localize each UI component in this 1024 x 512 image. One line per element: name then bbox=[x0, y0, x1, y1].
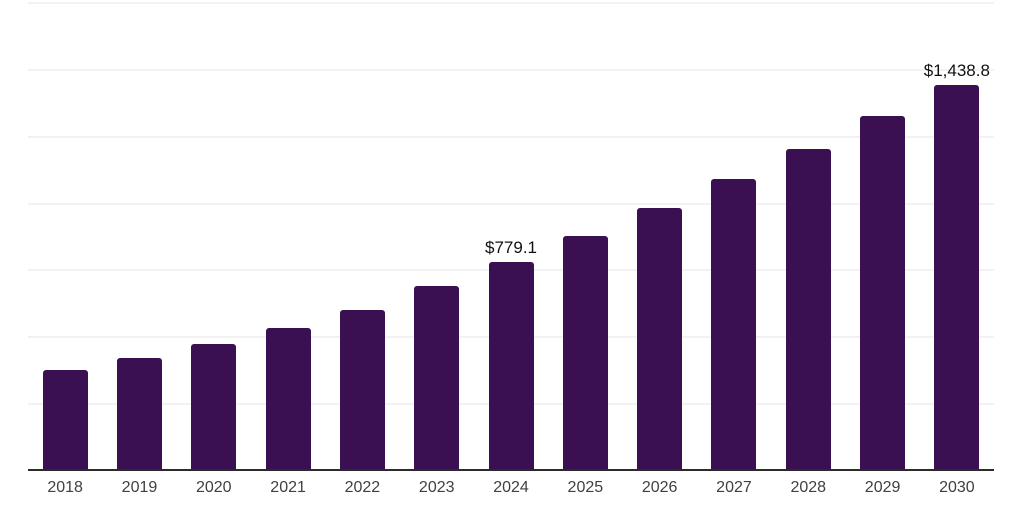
bar-2029[interactable] bbox=[860, 116, 906, 470]
bar-2019[interactable] bbox=[116, 357, 162, 470]
x-axis: 2018 2019 2020 2021 2022 2023 2024 2025 2026 2027… bbox=[28, 478, 994, 502]
chart-plot-area: $779.1 $1,438.8 bbox=[28, 2, 994, 471]
bar-2022[interactable] bbox=[339, 310, 385, 470]
bar-2028[interactable] bbox=[785, 149, 831, 470]
bar-2018[interactable] bbox=[42, 369, 88, 470]
bar-2024[interactable] bbox=[488, 261, 534, 470]
x-tick-label-2024: 2024 bbox=[493, 479, 529, 496]
gridline bbox=[28, 68, 994, 71]
bar-2027[interactable] bbox=[711, 178, 757, 470]
x-tick-label-2029: 2029 bbox=[864, 479, 901, 496]
x-tick-label-2022: 2022 bbox=[344, 479, 381, 496]
x-tick-label-2030: 2030 bbox=[939, 479, 975, 496]
bar-2026[interactable] bbox=[637, 207, 683, 470]
x-tick-label-2021: 2021 bbox=[270, 479, 306, 496]
bar-2023[interactable] bbox=[414, 286, 460, 470]
x-tick-label-2026: 2026 bbox=[641, 479, 678, 496]
value-label-2024: $779.1 bbox=[485, 237, 537, 257]
gridline bbox=[28, 135, 994, 138]
x-tick-label-2020: 2020 bbox=[195, 479, 232, 496]
bar-2020[interactable] bbox=[191, 344, 237, 470]
gridline bbox=[28, 202, 994, 205]
x-tick-label-2025: 2025 bbox=[567, 479, 604, 496]
gridline bbox=[28, 2, 994, 4]
x-tick-label-2027: 2027 bbox=[716, 479, 752, 496]
x-tick-label-2018: 2018 bbox=[47, 479, 83, 496]
x-axis-line bbox=[28, 469, 994, 471]
bar-2025[interactable] bbox=[562, 235, 608, 470]
x-tick-label-2028: 2028 bbox=[790, 479, 827, 496]
bar-2021[interactable] bbox=[265, 327, 311, 470]
value-label-2030: $1,438.8 bbox=[923, 61, 990, 81]
bar-2030[interactable] bbox=[934, 85, 980, 470]
x-tick-label-2019: 2019 bbox=[121, 479, 158, 496]
x-tick-label-2023: 2023 bbox=[418, 479, 455, 496]
